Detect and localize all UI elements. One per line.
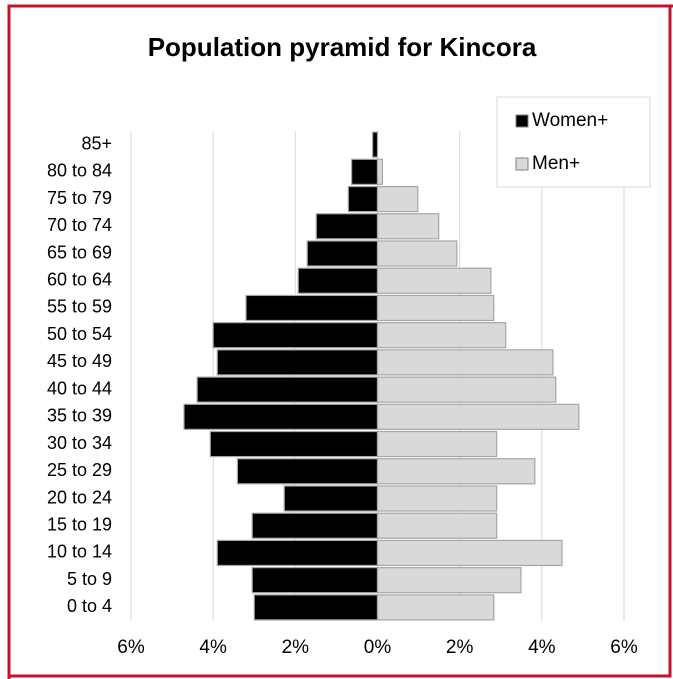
y-tick-label: 20 to 24 <box>47 487 112 507</box>
bar <box>283 485 379 512</box>
bar <box>376 376 557 403</box>
bar <box>236 458 379 485</box>
frame <box>7 4 673 679</box>
y-tick-label: 75 to 79 <box>47 188 112 208</box>
legend-label: Women+ <box>532 110 608 131</box>
bar <box>251 567 379 594</box>
legend-box <box>496 96 651 188</box>
bar <box>196 376 379 403</box>
x-tick-label: 0% <box>364 637 392 658</box>
x-tick-label: 6% <box>117 637 145 658</box>
y-tick-label: 55 to 59 <box>47 297 112 317</box>
bar <box>376 294 495 322</box>
x-tick-label: 6% <box>610 637 638 658</box>
y-tick-label: 65 to 69 <box>47 242 112 262</box>
bar <box>376 403 580 430</box>
x-tick-label: 4% <box>199 637 227 658</box>
bar <box>376 267 492 294</box>
x-tick-label: 2% <box>282 637 310 658</box>
y-tick-label: 45 to 49 <box>47 351 112 371</box>
bar <box>347 185 379 213</box>
legend-swatch <box>515 157 529 171</box>
y-tick-label: 80 to 84 <box>47 161 112 181</box>
bar <box>209 430 379 458</box>
bar <box>376 458 536 485</box>
y-tick-label: 40 to 44 <box>47 378 112 398</box>
y-tick-label: 10 to 14 <box>47 542 112 562</box>
bar <box>376 322 507 349</box>
bar <box>376 539 563 567</box>
bar <box>376 512 498 539</box>
bar <box>216 349 379 376</box>
bar <box>376 349 554 376</box>
bar <box>245 294 379 322</box>
y-tick-label: 15 to 19 <box>47 514 112 534</box>
bar <box>376 213 440 240</box>
grid <box>130 131 625 621</box>
bar <box>376 594 495 621</box>
y-tick-label: 5 to 9 <box>67 569 112 589</box>
x-tick-label: 4% <box>528 637 556 658</box>
legend-label: Men+ <box>532 153 580 174</box>
bar <box>376 485 498 512</box>
bar <box>351 158 379 185</box>
bar <box>253 594 379 621</box>
bar <box>297 267 379 294</box>
bar <box>376 240 458 267</box>
y-tick-label: 60 to 64 <box>47 269 112 289</box>
bar <box>376 430 498 458</box>
chart-title: Population pyramid for Kincora <box>148 32 537 62</box>
y-tick-label: 35 to 39 <box>47 406 112 426</box>
labels: 6% 4% 2% 0% 2% 4% 6% 85+ 80 to 84 75 to 79 70 to 7… <box>47 133 638 658</box>
bar <box>183 403 379 430</box>
bar <box>315 213 379 240</box>
bar <box>376 185 419 213</box>
bar <box>212 322 379 349</box>
y-tick-label: 70 to 74 <box>47 215 112 235</box>
y-tick-label: 0 to 4 <box>67 596 112 616</box>
frame <box>9 6 672 678</box>
bar <box>376 567 522 594</box>
y-tick-label: 25 to 29 <box>47 460 112 480</box>
bar <box>371 131 379 158</box>
y-tick-label: 30 to 34 <box>47 433 112 453</box>
y-tick-label: 85+ <box>81 133 112 153</box>
bar <box>251 512 379 539</box>
bars <box>183 131 580 621</box>
y-tick-label: 50 to 54 <box>47 324 112 344</box>
bar <box>216 539 379 567</box>
legend-swatch <box>515 114 529 128</box>
x-tick-label: 2% <box>446 637 474 658</box>
bar <box>376 158 384 185</box>
legend: Women+ Men+ <box>515 110 608 174</box>
bar <box>306 240 379 267</box>
